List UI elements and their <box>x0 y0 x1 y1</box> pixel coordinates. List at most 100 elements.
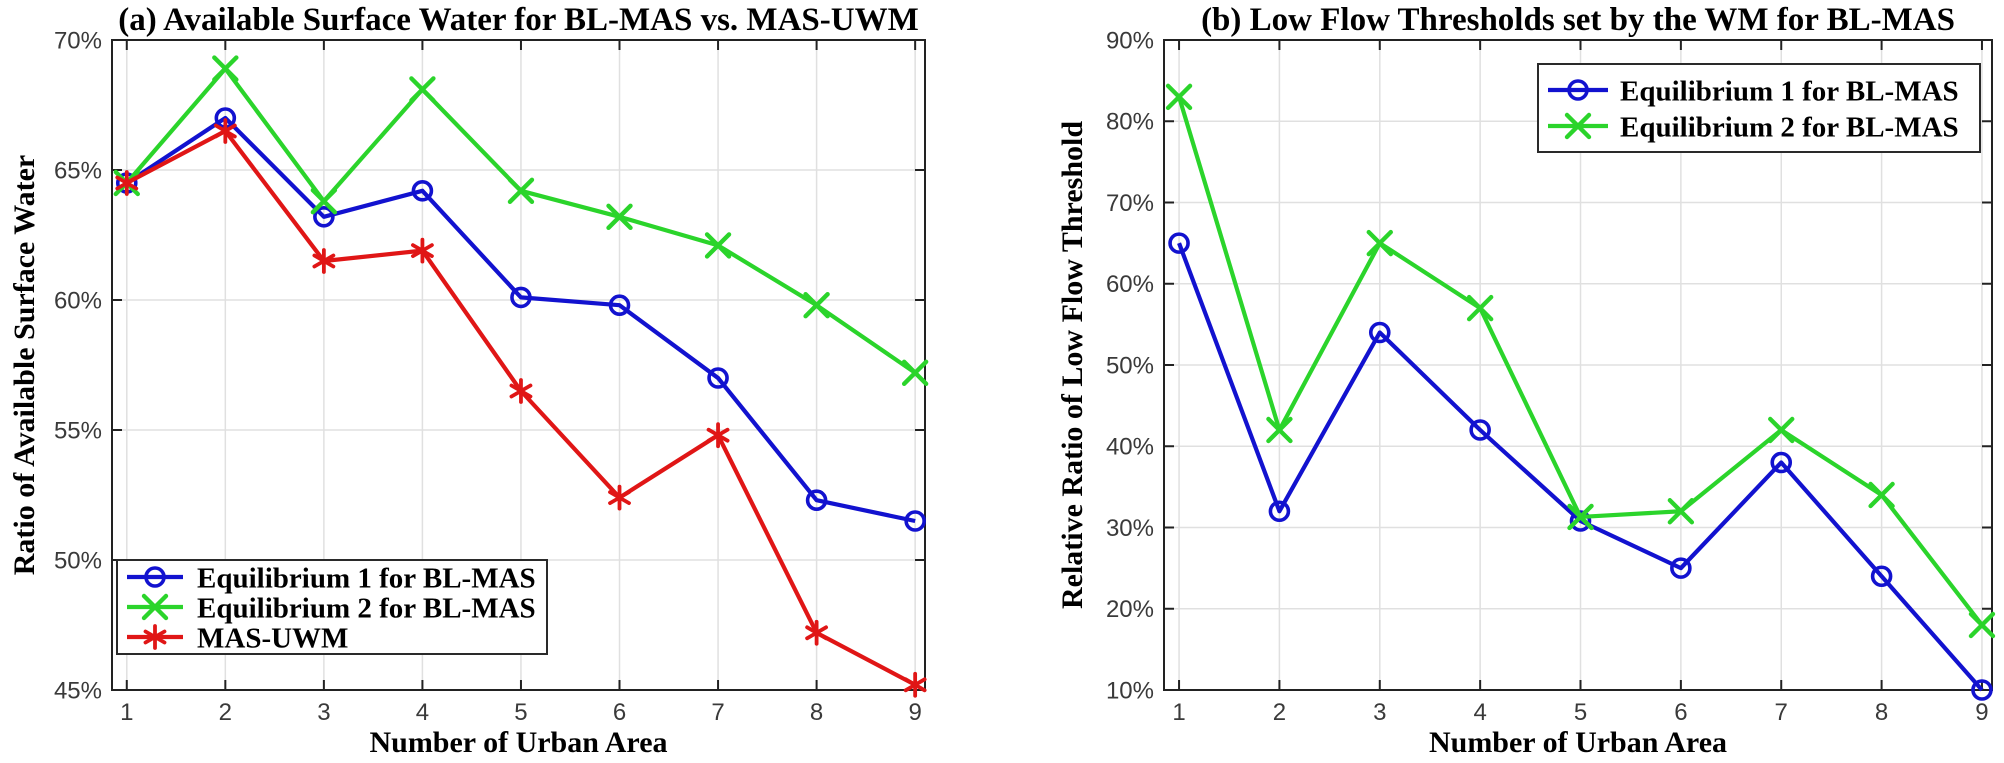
x-tick-label: 5 <box>1574 699 1587 726</box>
series-1-marker <box>1469 419 1491 441</box>
series-3-marker <box>509 378 533 404</box>
y-tick-label: 70% <box>1106 190 1154 217</box>
series-1-marker <box>707 367 729 389</box>
chart-title: (b) Low Flow Thresholds set by the WM fo… <box>1201 2 1955 38</box>
legend-sample-marker <box>1567 79 1589 101</box>
series-3-marker <box>805 619 828 646</box>
x-tick-label: 5 <box>514 699 527 726</box>
series-2-marker <box>310 187 338 215</box>
x-tick-label: 3 <box>317 699 330 726</box>
y-tick-label: 60% <box>1106 271 1154 298</box>
y-tick-label: 70% <box>54 27 102 54</box>
y-tick-label: 45% <box>54 677 102 704</box>
series-2-marker <box>1768 416 1795 444</box>
x-tick-label: 8 <box>810 699 823 726</box>
y-axis-label: Ratio of Available Surface Water <box>8 155 41 576</box>
y-tick-label: 80% <box>1106 109 1154 136</box>
chart-title: (a) Available Surface Water for BL-MAS v… <box>118 2 918 38</box>
chart-a-svg: 45% 50% 55% 60% 65% 70% 1 2 3 4 5 6 7 8 9 (a) Available… <box>8 2 929 759</box>
series-2-marker <box>803 292 830 319</box>
y-tick-label: 65% <box>54 157 102 184</box>
x-tick-label: 6 <box>1674 699 1687 726</box>
chart-b-svg: 10% 20% 30% 40% 50% 60% 70% 80% 90% 1 2 3 4 5 6 7 8 9 (b) … <box>1002 0 2004 763</box>
tick-marks <box>1164 39 1992 691</box>
y-tick-label: 40% <box>1106 434 1154 461</box>
series-2-marker <box>507 177 535 205</box>
x-tick-label: 9 <box>1975 699 1988 726</box>
series-3-marker <box>312 248 336 274</box>
x-tick-label: 6 <box>613 699 626 726</box>
x-tick-label: 1 <box>1172 699 1185 726</box>
series-1-marker <box>1168 232 1190 254</box>
series-2-marker <box>212 55 239 82</box>
series-1-marker <box>411 180 434 202</box>
x-tick-label: 1 <box>120 699 133 726</box>
x-tick-label: 4 <box>416 699 429 726</box>
series-2-marker <box>901 359 929 386</box>
legend-label: Equilibrium 2 for BL-MAS <box>1620 111 1959 143</box>
legend: Equilibrium 1 for BL-MAS Equilibrium 2 fo… <box>1537 63 1981 153</box>
legend-label: MAS-UWM <box>197 622 348 654</box>
series-3-marker <box>608 484 631 511</box>
series-1-line <box>1177 242 1984 692</box>
series-1 <box>115 107 926 532</box>
x-tick-label: 3 <box>1373 699 1386 726</box>
series-2-marker <box>1165 83 1193 111</box>
legend-label: Equilibrium 1 for BL-MAS <box>197 562 536 594</box>
series-3 <box>115 118 927 698</box>
series-3-marker <box>903 671 927 698</box>
legend-box <box>1537 63 1981 153</box>
series-2-marker <box>1466 294 1494 322</box>
x-axis-label: Number of Urban Area <box>369 726 667 759</box>
y-tick-label: 10% <box>1106 677 1154 704</box>
y-tick-label: 50% <box>1106 352 1154 379</box>
panel-a: 45% 50% 55% 60% 65% 70% 1 2 3 4 5 6 7 8 9 (a) Available… <box>8 2 929 759</box>
tick-labels: 10% 20% 30% 40% 50% 60% 70% 80% 90% 1 2 3 4 5 6 7 8 9 <box>1106 27 1989 726</box>
series-2-marker <box>1667 498 1695 525</box>
series-2-marker <box>1968 611 1996 639</box>
x-tick-label: 9 <box>908 699 921 726</box>
series-2-marker <box>704 232 732 259</box>
series-1-marker <box>1670 557 1692 579</box>
legend-box <box>116 559 548 655</box>
series-1-marker <box>1368 321 1391 344</box>
series-3-marker <box>411 237 434 264</box>
series-2-marker <box>606 203 633 231</box>
series-2-marker <box>409 76 436 103</box>
x-axis-label: Number of Urban Area <box>1429 726 1727 759</box>
series-1-marker <box>1770 451 1793 474</box>
series-1-marker <box>904 510 926 532</box>
panel-b: 10% 20% 30% 40% 50% 60% 70% 80% 90% 1 2 3 4 5 6 7 8 9 (b) … <box>1002 0 2004 763</box>
series-1-marker <box>313 206 335 228</box>
series-2-marker <box>1567 503 1594 531</box>
series-1-marker <box>510 286 532 309</box>
series-3-marker <box>706 422 730 449</box>
x-tick-label: 8 <box>1875 699 1888 726</box>
tick-labels: 45% 50% 55% 60% 65% 70% 1 2 3 4 5 6 7 8 9 <box>54 27 922 726</box>
x-tick-label: 7 <box>711 699 724 726</box>
series-1-marker <box>1569 510 1592 532</box>
x-tick-label: 2 <box>219 699 232 726</box>
series-1-marker <box>805 489 828 512</box>
series-1-line <box>125 115 916 524</box>
series-1-marker <box>1971 679 1993 701</box>
series-2-marker <box>1868 481 1895 509</box>
legend-sample-marker <box>144 566 166 588</box>
legend-label: Equilibrium 1 for BL-MAS <box>1620 75 1959 107</box>
series-1-marker <box>1268 500 1291 523</box>
series-3-marker <box>115 170 139 196</box>
y-tick-label: 90% <box>1106 27 1154 54</box>
legend-sample-marker <box>141 593 169 621</box>
x-tick-label: 2 <box>1273 699 1286 726</box>
legend-sample-marker <box>143 624 167 650</box>
legend-sample-marker <box>1564 112 1592 140</box>
series-1-marker <box>608 294 631 317</box>
y-axis-label: Relative Ratio of Low Flow Threshold <box>1056 121 1089 609</box>
series-1 <box>1168 232 1993 701</box>
y-tick-label: 55% <box>54 417 102 444</box>
x-tick-label: 7 <box>1775 699 1788 726</box>
legend-label: Equilibrium 2 for BL-MAS <box>197 592 536 624</box>
y-tick-label: 20% <box>1106 596 1154 623</box>
